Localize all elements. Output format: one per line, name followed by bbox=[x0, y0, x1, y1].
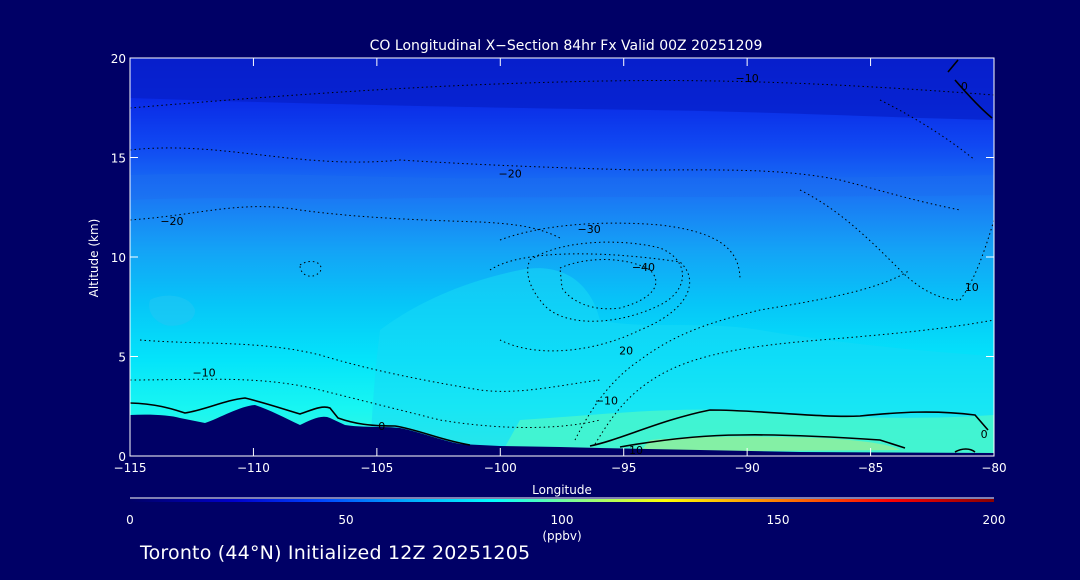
contour-label: 10 bbox=[965, 281, 979, 294]
colorbar-tick-label: 200 bbox=[983, 513, 1006, 527]
x-tick-label: −95 bbox=[611, 461, 636, 475]
colorbar-tick-label: 0 bbox=[126, 513, 134, 527]
contour-label: −30 bbox=[578, 223, 601, 236]
x-axis-label: Longitude bbox=[532, 483, 592, 497]
contour-label: −20 bbox=[499, 167, 522, 180]
contour-dotted bbox=[527, 241, 683, 322]
x-axis: −115 −110 −105 −100 −95 −90 −85 −80 bbox=[114, 58, 1007, 475]
contour-label: 0 bbox=[981, 428, 988, 441]
contour-dotted bbox=[799, 189, 961, 301]
x-tick-label: −110 bbox=[237, 461, 270, 475]
x-tick-label: −115 bbox=[114, 461, 147, 475]
terrain bbox=[130, 405, 994, 456]
x-tick-label: −80 bbox=[981, 461, 1006, 475]
colorbar-tick-label: 50 bbox=[338, 513, 353, 527]
x-tick-label: −105 bbox=[360, 461, 393, 475]
y-tick-label: 15 bbox=[111, 152, 126, 166]
y-tick-label: 5 bbox=[118, 351, 126, 365]
upper-band-patch bbox=[130, 58, 994, 120]
mid-light-region bbox=[370, 268, 994, 456]
contour-upper-right bbox=[947, 59, 993, 119]
contour-label: 0 bbox=[378, 420, 385, 433]
contour-label: 10 bbox=[629, 444, 643, 457]
surface-green-core bbox=[640, 436, 900, 452]
contour-dotted bbox=[299, 261, 322, 277]
solid-contours bbox=[130, 59, 993, 453]
colorbar bbox=[130, 499, 994, 502]
footer-init-info: Toronto (44°N) Initialized 12Z 20251205 bbox=[140, 542, 531, 564]
y-tick-label: 10 bbox=[111, 251, 126, 265]
contour-label: −40 bbox=[632, 261, 655, 274]
contour-dotted bbox=[594, 319, 994, 445]
contour-dotted bbox=[130, 206, 561, 239]
y-axis: 0 5 10 15 20 bbox=[111, 52, 994, 464]
contour-ten bbox=[619, 434, 906, 449]
contour-labels: −10 0 −20 −20 −30 −40 10 20 −10 −10 0 0 10 bbox=[160, 72, 987, 457]
contour-label: −10 bbox=[595, 394, 618, 407]
contour-surface-right bbox=[954, 448, 976, 453]
x-tick-label: −90 bbox=[734, 461, 759, 475]
y-tick-label: 0 bbox=[118, 450, 126, 464]
contour-label: 20 bbox=[619, 345, 633, 358]
plot-field bbox=[130, 58, 994, 456]
contour-dotted bbox=[574, 269, 911, 441]
dotted-contours bbox=[130, 80, 994, 445]
colorbar-unit-label: (ppbv) bbox=[542, 529, 581, 543]
contour-label: −10 bbox=[192, 366, 215, 379]
contour-label: 0 bbox=[961, 80, 968, 93]
contour-dotted bbox=[559, 259, 657, 310]
x-tick-label: −85 bbox=[858, 461, 883, 475]
upper-band-patch bbox=[130, 173, 994, 200]
colorbar-tick-label: 150 bbox=[767, 513, 790, 527]
contour-zero-right bbox=[589, 409, 989, 447]
chart-title: CO Longitudinal X−Section 84hr Fx Valid … bbox=[370, 38, 763, 54]
contour-label: −10 bbox=[736, 72, 759, 85]
colorbar-ticks: 0 50 100 150 200 bbox=[126, 513, 1005, 527]
y-tick-label: 20 bbox=[111, 52, 126, 66]
colorbar-tick-label: 100 bbox=[551, 513, 574, 527]
pocket-region bbox=[149, 295, 196, 326]
x-tick-label: −100 bbox=[484, 461, 517, 475]
contour-dotted bbox=[959, 219, 994, 301]
contour-label: −20 bbox=[160, 215, 183, 228]
contour-dotted bbox=[879, 99, 976, 161]
y-axis-label: Altitude (km) bbox=[87, 219, 101, 298]
contour-zero-left bbox=[130, 397, 471, 446]
